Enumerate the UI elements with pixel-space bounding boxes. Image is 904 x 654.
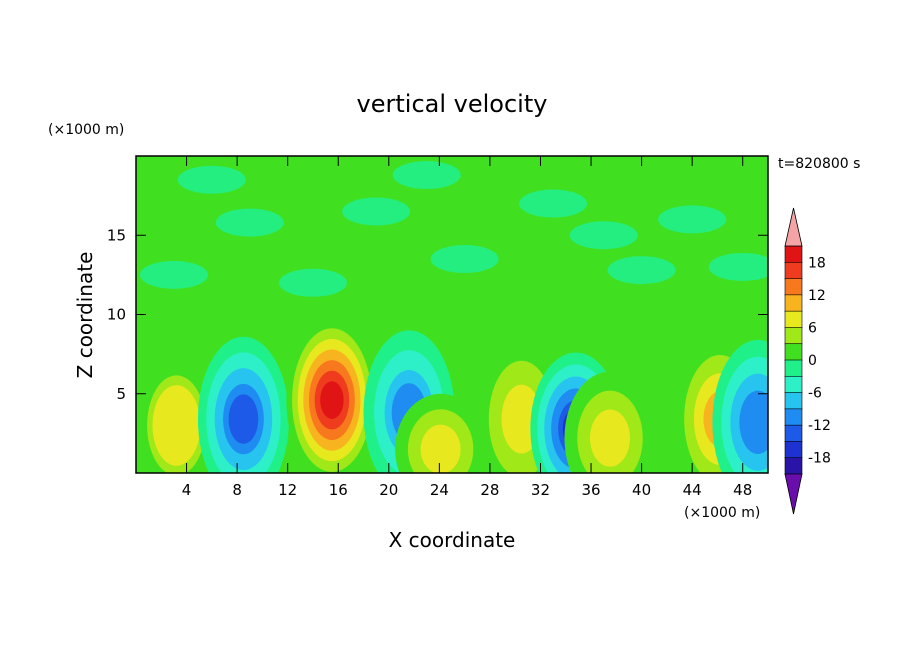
- y-tick-label: 5: [116, 385, 126, 403]
- near-zero-patch: [607, 256, 676, 285]
- colorbar-tick-label: 18: [808, 255, 826, 271]
- near-zero-patch: [569, 221, 638, 250]
- colorbar-band: [784, 392, 803, 410]
- x-tick-label: 16: [329, 481, 348, 499]
- colorbar-band: [784, 359, 803, 378]
- near-zero-patch: [430, 245, 499, 274]
- contour-level: [742, 396, 768, 449]
- colorbar-band: [784, 310, 803, 329]
- chart-title: vertical velocity: [357, 90, 548, 118]
- y-axis: 5 10 15: [107, 226, 768, 403]
- colorbar-min-arrow: [784, 473, 803, 515]
- colorbar-tick-label: 6: [808, 320, 817, 336]
- near-zero-patch: [342, 197, 411, 226]
- time-label: t=820800 s: [778, 156, 860, 172]
- x-tick-label: 24: [430, 481, 449, 499]
- near-zero-patch: [392, 161, 461, 190]
- y-tick-label: 15: [107, 226, 126, 244]
- colorbar-band: [784, 278, 803, 296]
- y-axis-label: Z coordinate: [73, 252, 97, 379]
- colorbar-tick-label: -18: [808, 451, 831, 467]
- colorbar-band: [784, 343, 803, 361]
- colorbar-band: [784, 245, 803, 264]
- colorbar-tick-label: 12: [808, 288, 826, 304]
- near-zero-patch: [215, 208, 284, 237]
- updraft-cell: [286, 317, 378, 473]
- x-tick-label: 40: [632, 481, 651, 499]
- near-zero-patch: [519, 189, 588, 218]
- x-axis: 4 8 12 16 20 24 28 32 36 40 44 48: [182, 156, 752, 499]
- x-axis-label: X coordinate: [389, 528, 516, 552]
- x-tick-label: 8: [232, 481, 242, 499]
- contour-level: [420, 424, 461, 473]
- heatmap-field: [136, 156, 768, 473]
- updraft-cell: [395, 393, 487, 473]
- x-tick-label: 48: [733, 481, 752, 499]
- x-tick-label: 28: [480, 481, 499, 499]
- x-tick-label: 32: [531, 481, 550, 499]
- colorbar: 18 12 6 0 -6 -12 -18: [784, 207, 831, 515]
- colorbar-band: [784, 261, 803, 280]
- colorbar-band: [784, 294, 803, 312]
- colorbar-tick-label: 0: [808, 353, 817, 369]
- near-zero-patch: [708, 252, 768, 281]
- colorbar-band: [784, 408, 803, 426]
- colorbar-tick-label: -6: [808, 386, 822, 402]
- colorbar-band: [784, 457, 803, 475]
- colorbar-band: [784, 424, 803, 443]
- near-zero-patch: [177, 165, 246, 194]
- colorbar-band: [784, 375, 803, 394]
- contour-level: [320, 381, 344, 419]
- updraft-cell: [564, 371, 656, 473]
- downdraft-cell: [197, 336, 289, 473]
- contour-level: [152, 385, 201, 466]
- colorbar-max-arrow: [784, 207, 803, 247]
- x-unit-label: (×1000 m): [684, 505, 760, 521]
- near-zero-patch: [658, 205, 727, 234]
- y-unit-label: (×1000 m): [48, 122, 124, 138]
- x-tick-label: 44: [683, 481, 702, 499]
- contour-level: [590, 409, 630, 467]
- y-tick-label: 10: [107, 306, 126, 324]
- colorbar-tick-label: -12: [808, 418, 831, 434]
- x-tick-label: 20: [379, 481, 398, 499]
- x-tick-label: 12: [278, 481, 297, 499]
- colorbar-band: [784, 441, 803, 459]
- x-tick-label: 36: [581, 481, 600, 499]
- contour-level: [228, 394, 259, 444]
- near-zero-patch: [278, 268, 347, 297]
- colorbar-band: [784, 327, 803, 345]
- near-zero-patch: [139, 260, 208, 289]
- x-tick-label: 4: [182, 481, 192, 499]
- downdraft-cell: [712, 339, 768, 473]
